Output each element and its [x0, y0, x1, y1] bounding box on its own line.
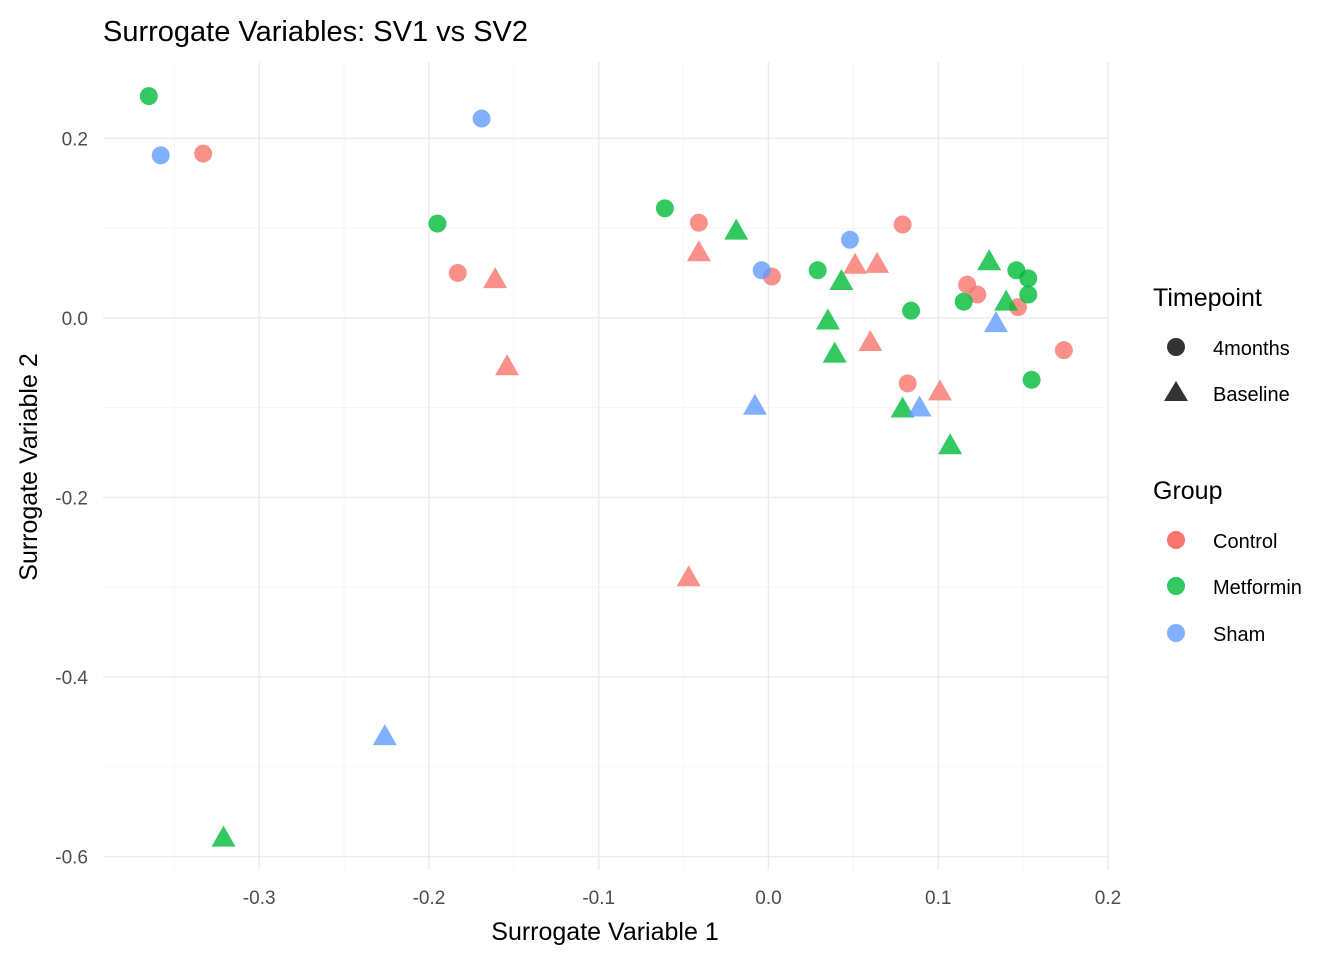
y-axis-ticks: 0.2 0.0 -0.2 -0.4 -0.6 — [55, 129, 88, 868]
legend-label-control: Control — [1213, 531, 1277, 553]
data-point-circle — [655, 199, 674, 218]
legend-group: Group Control Metformin Sham — [1153, 477, 1302, 646]
data-point-triangle — [927, 379, 952, 401]
x-tick-label: -0.1 — [582, 888, 615, 909]
data-point-triangle — [843, 252, 868, 274]
legend-label-4months: 4months — [1213, 338, 1290, 360]
legend-title-timepoint: Timepoint — [1153, 284, 1262, 312]
data-point-triangle — [865, 251, 890, 273]
data-point-circle — [752, 261, 771, 280]
x-tick-label: 0.1 — [925, 888, 951, 909]
data-point-triangle — [890, 396, 915, 418]
legend-timepoint: Timepoint 4months Baseline — [1153, 284, 1290, 406]
y-tick-label: -0.2 — [55, 488, 88, 509]
data-point-circle — [689, 213, 708, 232]
chart-title: Surrogate Variables: SV1 vs SV2 — [103, 16, 528, 48]
data-point-circle — [840, 230, 859, 249]
legend-key-control — [1167, 531, 1185, 549]
data-points — [139, 87, 1073, 847]
data-point-circle — [898, 374, 917, 393]
data-point-circle — [1019, 269, 1038, 288]
y-tick-label: 0.0 — [62, 309, 88, 330]
y-tick-label: -0.6 — [55, 848, 88, 869]
data-point-circle — [1054, 341, 1073, 360]
data-point-circle — [194, 144, 213, 163]
data-point-triangle — [372, 724, 397, 746]
legend-key-sham — [1167, 624, 1185, 642]
data-point-circle — [1019, 285, 1038, 304]
y-tick-label: 0.2 — [62, 129, 88, 150]
data-point-circle — [902, 301, 921, 320]
x-tick-label: -0.3 — [243, 888, 276, 909]
data-point-circle — [1022, 370, 1041, 389]
data-point-triangle — [938, 433, 963, 455]
data-point-triangle — [822, 341, 847, 363]
legend-label-baseline: Baseline — [1213, 384, 1290, 406]
data-point-triangle — [495, 354, 520, 376]
x-tick-label: -0.2 — [413, 888, 446, 909]
data-point-triangle — [724, 218, 749, 240]
data-point-circle — [139, 87, 158, 106]
legend-key-4months — [1167, 338, 1185, 356]
data-point-triangle — [829, 268, 854, 290]
x-tick-label: 0.0 — [755, 888, 781, 909]
legend-key-metformin — [1167, 577, 1185, 595]
legend-label-sham: Sham — [1213, 624, 1265, 646]
legend-title-group: Group — [1153, 477, 1222, 505]
data-point-triangle — [994, 289, 1019, 311]
data-point-triangle — [858, 330, 883, 352]
grid — [103, 62, 1109, 870]
x-axis-ticks: -0.3 -0.2 -0.1 0.0 0.1 0.2 — [243, 888, 1121, 909]
data-point-triangle — [676, 565, 701, 587]
data-point-circle — [808, 261, 827, 280]
data-point-triangle — [983, 311, 1008, 333]
data-point-circle — [954, 292, 973, 311]
legend-label-metformin: Metformin — [1213, 577, 1302, 599]
data-point-circle — [893, 215, 912, 234]
data-point-triangle — [815, 308, 840, 330]
data-point-circle — [151, 146, 170, 165]
data-point-triangle — [977, 249, 1002, 271]
data-point-circle — [428, 214, 447, 233]
y-axis-title: Surrogate Variable 2 — [15, 353, 43, 580]
x-tick-label: 0.2 — [1095, 888, 1121, 909]
x-axis-title: Surrogate Variable 1 — [491, 918, 718, 946]
data-point-triangle — [686, 240, 711, 262]
y-tick-label: -0.4 — [55, 668, 88, 689]
data-point-circle — [472, 109, 491, 128]
data-point-circle — [968, 285, 987, 304]
data-point-triangle — [483, 267, 508, 289]
data-point-triangle — [742, 393, 767, 415]
legend-key-baseline — [1164, 381, 1188, 401]
data-point-triangle — [211, 825, 236, 847]
data-point-circle — [448, 263, 467, 282]
data-point-triangle — [907, 395, 932, 417]
